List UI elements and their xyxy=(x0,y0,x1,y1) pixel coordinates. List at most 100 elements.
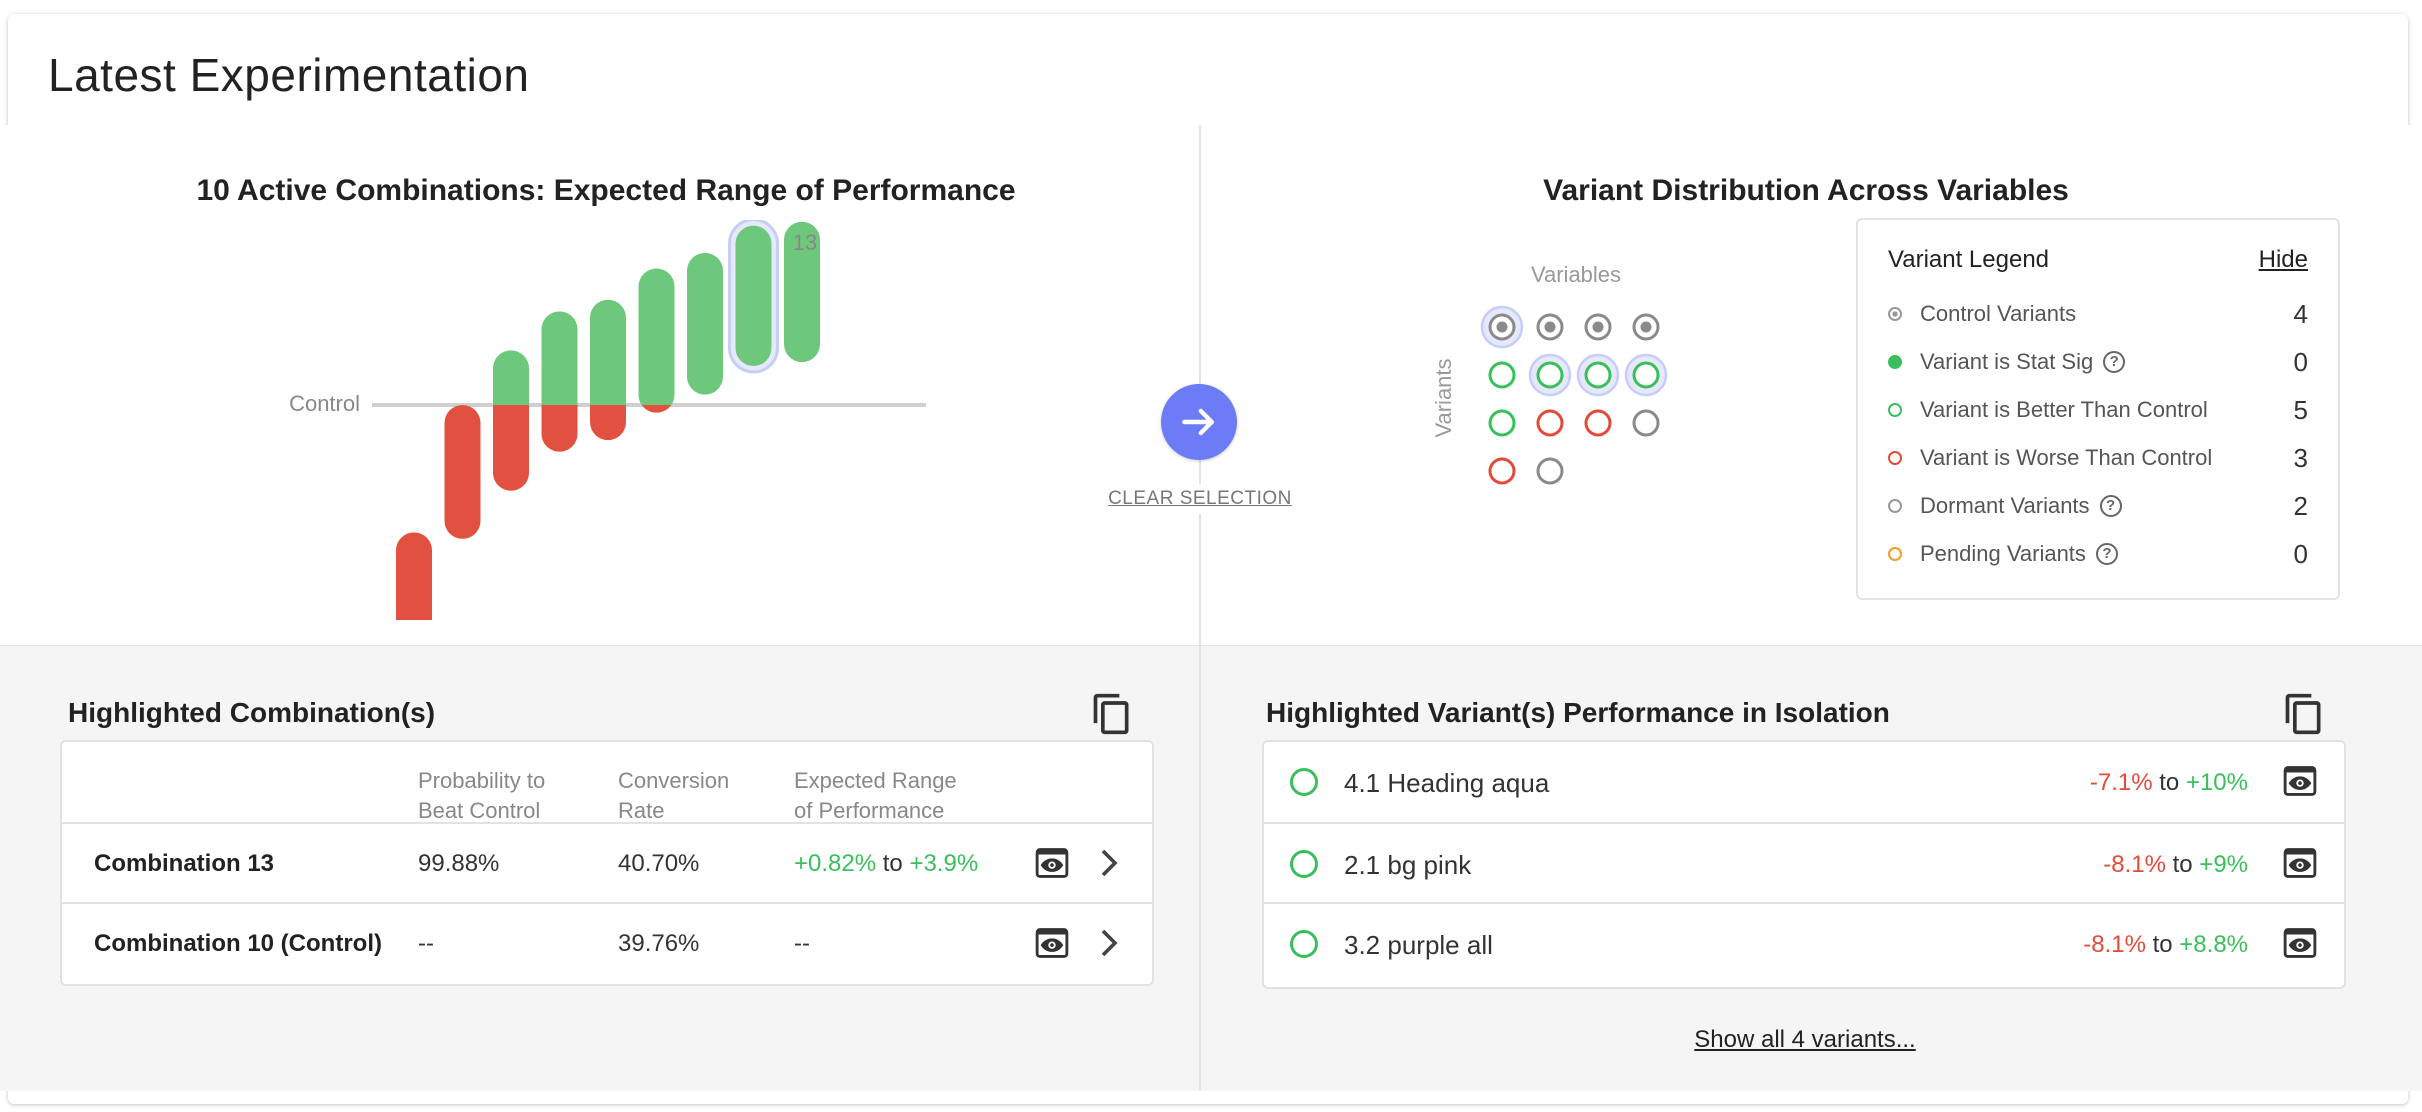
variant-name: 2.1 bg pink xyxy=(1344,850,1472,880)
better-variant-icon[interactable] xyxy=(1488,361,1516,389)
combinations-table: Probability to Beat Control Conversion Rat… xyxy=(60,740,1154,986)
control-dot xyxy=(1640,321,1652,333)
preview-eye-icon[interactable] xyxy=(2282,846,2318,880)
table-row[interactable]: Combination 10 (Control) -- 39.76% -- xyxy=(62,902,1152,984)
legend-count: 3 xyxy=(2293,442,2308,473)
variant-distribution-grid xyxy=(1480,305,1668,485)
range-value: -- xyxy=(794,930,810,957)
probability-value: 99.88% xyxy=(418,850,500,877)
chevron-right-icon[interactable] xyxy=(1098,928,1120,958)
range-bar[interactable] xyxy=(396,532,432,620)
list-item[interactable]: 4.1 Heading aqua -7.1% to +10% xyxy=(1264,742,2344,822)
variant-legend: Variant Legend Hide Control Variants 4 Var… xyxy=(1856,218,2340,600)
header-probability: Probability to Beat Control xyxy=(418,768,546,823)
preview-eye-icon[interactable] xyxy=(2282,764,2318,798)
worse-variant-icon[interactable] xyxy=(1584,409,1612,437)
legend-title: Variant Legend xyxy=(1888,246,2050,273)
combination-name: Combination 13 xyxy=(94,850,275,877)
dormant-legend-icon xyxy=(1888,499,1902,513)
control-dot xyxy=(1592,321,1604,333)
legend-hide-link[interactable]: Hide xyxy=(2258,246,2308,273)
list-item[interactable]: 3.2 purple all -8.1% to +8.8% xyxy=(1264,902,2344,984)
range-bar[interactable] xyxy=(590,299,626,441)
better-variant-icon[interactable] xyxy=(1536,361,1564,389)
table-row[interactable]: Combination 13 99.88% 40.70% +0.82% to +… xyxy=(62,822,1152,904)
conversion-value: 40.70% xyxy=(618,850,700,877)
pending-legend-icon xyxy=(1888,547,1902,561)
control-legend-icon xyxy=(1888,307,1902,321)
variant-range: -8.1% to +9% xyxy=(2103,851,2248,878)
combination-name: Combination 10 (Control) xyxy=(94,930,382,957)
legend-label: Pending Variants xyxy=(1920,541,2086,566)
legend-item-control: Control Variants 4 xyxy=(1888,296,2308,332)
legend-item-statsig: Variant is Stat Sig? 0 xyxy=(1888,344,2308,380)
worse-variant-icon[interactable] xyxy=(1488,457,1516,485)
conversion-value: 39.76% xyxy=(618,930,700,957)
legend-item-pending: Pending Variants? 0 xyxy=(1888,536,2308,572)
help-icon[interactable]: ? xyxy=(2103,351,2126,373)
better-variant-icon xyxy=(1290,850,1318,878)
legend-label: Variant is Better Than Control xyxy=(1920,397,2208,422)
control-label: Control xyxy=(289,391,360,416)
better-variant-icon xyxy=(1290,930,1318,958)
range-chart-title: 10 Active Combinations: Expected Range o… xyxy=(196,174,1016,207)
distribution-chart-title: Variant Distribution Across Variables xyxy=(1543,174,2069,207)
copy-combinations-icon[interactable] xyxy=(1090,690,1134,738)
clear-selection-link[interactable]: CLEAR SELECTION xyxy=(1100,484,1300,514)
card-header: Latest Experimentation xyxy=(8,14,2408,139)
legend-count: 2 xyxy=(2293,490,2308,521)
variants-list: 4.1 Heading aqua -7.1% to +10% 2.1 bg pi… xyxy=(1262,740,2346,989)
page-title: Latest Experimentation xyxy=(48,49,530,101)
range-bar[interactable] xyxy=(784,221,820,363)
preview-eye-icon[interactable] xyxy=(1034,846,1070,880)
better-variant-icon[interactable] xyxy=(1632,361,1660,389)
header-conversion: Conversion Rate xyxy=(618,768,730,823)
range-bar[interactable] xyxy=(493,350,529,491)
legend-label: Variant is Worse Than Control xyxy=(1920,445,2213,470)
arrow-right-icon xyxy=(1182,408,1215,436)
combinations-title: Highlighted Combination(s) xyxy=(68,697,436,728)
variant-name: 3.2 purple all xyxy=(1344,930,1493,960)
legend-label: Control Variants xyxy=(1920,301,2077,326)
header-range: Expected Range of Performance xyxy=(794,768,957,823)
preview-eye-icon[interactable] xyxy=(1034,926,1070,960)
help-icon[interactable]: ? xyxy=(2095,543,2118,565)
better-variant-icon xyxy=(1290,768,1318,796)
legend-count: 0 xyxy=(2293,538,2308,569)
better-legend-icon xyxy=(1888,403,1902,417)
apply-selection-button[interactable] xyxy=(1161,384,1237,460)
chevron-right-icon[interactable] xyxy=(1098,848,1120,878)
variants-axis-label: Variants xyxy=(1431,358,1456,438)
highlight-label: 13 xyxy=(793,230,817,255)
probability-value: -- xyxy=(418,930,434,957)
range-value: +0.82% to +3.9% xyxy=(794,850,979,877)
worse-legend-icon xyxy=(1888,451,1902,465)
better-variant-icon[interactable] xyxy=(1584,361,1612,389)
variants-title: Highlighted Variant(s) Performance in Is… xyxy=(1266,697,1890,728)
better-variant-icon[interactable] xyxy=(1488,409,1516,437)
statsig-legend-icon xyxy=(1888,355,1902,369)
variables-axis-label: Variables xyxy=(1530,262,1622,287)
range-bar[interactable] xyxy=(541,311,578,452)
legend-item-dormant: Dormant Variants? 2 xyxy=(1888,488,2308,524)
legend-label: Variant is Stat Sig xyxy=(1920,349,2094,374)
column-divider xyxy=(1199,125,1201,1090)
legend-count: 4 xyxy=(2293,298,2308,329)
copy-variants-icon[interactable] xyxy=(2282,690,2326,738)
range-chart: Control 13 xyxy=(289,220,926,620)
dormant-variant-icon[interactable] xyxy=(1632,409,1660,437)
variant-range: -8.1% to +8.8% xyxy=(2083,931,2248,958)
legend-item-worse: Variant is Worse Than Control 3 xyxy=(1888,440,2308,476)
worse-variant-icon[interactable] xyxy=(1536,409,1564,437)
control-dot xyxy=(1544,321,1556,333)
legend-label: Dormant Variants xyxy=(1920,493,2090,518)
range-bar[interactable] xyxy=(687,252,723,395)
dormant-variant-icon[interactable] xyxy=(1536,457,1564,485)
help-icon[interactable]: ? xyxy=(2099,495,2122,517)
range-bar[interactable] xyxy=(735,225,772,366)
preview-eye-icon[interactable] xyxy=(2282,926,2318,960)
range-bar[interactable] xyxy=(638,268,675,413)
show-all-variants-link[interactable]: Show all 4 variants... xyxy=(1694,1026,1916,1053)
list-item[interactable]: 2.1 bg pink -8.1% to +9% xyxy=(1264,822,2344,904)
range-bar[interactable] xyxy=(444,405,481,539)
